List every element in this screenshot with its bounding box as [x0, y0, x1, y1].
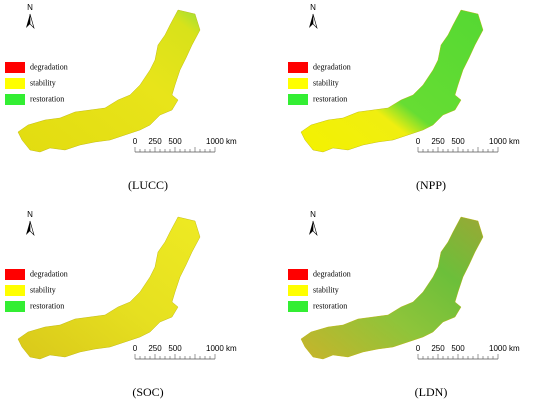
legend-swatch: [288, 269, 308, 280]
scale-label: 0: [416, 137, 421, 146]
scale-label: 1000 km: [206, 344, 237, 353]
scale-label: 1000 km: [489, 137, 520, 146]
panel-caption: (LDN): [415, 385, 448, 399]
legend-label: stability: [30, 285, 56, 294]
legend-label: degradation: [30, 269, 68, 278]
scale-label: 500: [168, 137, 182, 146]
legend-swatch: [5, 269, 25, 280]
north-arrow: [309, 221, 313, 235]
legend-label: degradation: [313, 62, 351, 71]
scale-label: 250: [148, 344, 162, 353]
panel-caption: (SOC): [132, 385, 163, 399]
legend-label: stability: [30, 78, 56, 87]
panel-caption: (LUCC): [128, 178, 168, 192]
legend-label: degradation: [313, 269, 351, 278]
legend-swatch: [5, 94, 25, 105]
legend-label: restoration: [313, 94, 347, 103]
north-arrow: [312, 13, 318, 30]
north-arrow: [29, 220, 35, 237]
legend-swatch: [288, 62, 308, 73]
legend-swatch: [5, 62, 25, 73]
legend-swatch: [288, 94, 308, 105]
legend-label: stability: [313, 78, 339, 87]
scale-label: 1000 km: [489, 344, 520, 353]
scale-label: 1000 km: [206, 137, 237, 146]
legend-swatch: [288, 285, 308, 296]
north-label: N: [310, 3, 316, 12]
north-arrow: [26, 14, 30, 28]
legend-swatch: [288, 78, 308, 89]
legend-swatch: [5, 301, 25, 312]
north-arrow: [309, 14, 313, 28]
north-arrow: [26, 221, 30, 235]
legend-label: restoration: [30, 301, 64, 310]
panel-caption: (NPP): [416, 178, 446, 192]
legend-label: restoration: [30, 94, 64, 103]
north-arrow: [312, 220, 318, 237]
north-label: N: [27, 3, 33, 12]
scale-label: 250: [431, 137, 445, 146]
legend-swatch: [5, 285, 25, 296]
scale-label: 250: [431, 344, 445, 353]
scale-label: 500: [168, 344, 182, 353]
scale-label: 0: [133, 137, 138, 146]
legend-label: degradation: [30, 62, 68, 71]
legend-label: stability: [313, 285, 339, 294]
scale-label: 500: [451, 137, 465, 146]
legend-label: restoration: [313, 301, 347, 310]
north-label: N: [310, 210, 316, 219]
scale-label: 0: [133, 344, 138, 353]
legend-swatch: [288, 301, 308, 312]
north-label: N: [27, 210, 33, 219]
north-arrow: [29, 13, 35, 30]
scale-label: 500: [451, 344, 465, 353]
scale-label: 0: [416, 344, 421, 353]
scale-label: 250: [148, 137, 162, 146]
legend-swatch: [5, 78, 25, 89]
